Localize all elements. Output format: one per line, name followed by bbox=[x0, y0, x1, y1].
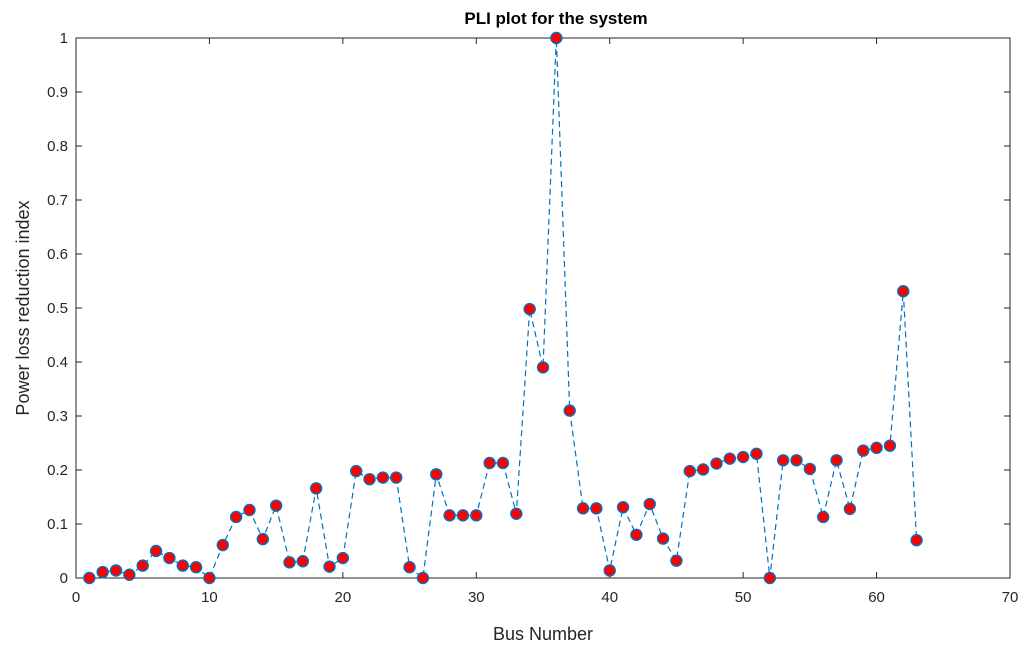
data-point bbox=[243, 503, 256, 517]
data-point bbox=[296, 555, 310, 568]
data-point bbox=[96, 565, 109, 579]
data-point bbox=[630, 528, 643, 541]
y-tick-label: 0 bbox=[60, 570, 68, 587]
data-point bbox=[750, 447, 763, 460]
data-point bbox=[189, 561, 203, 574]
y-tick-label: 0.4 bbox=[47, 354, 68, 371]
y-tick-label: 0.2 bbox=[47, 462, 68, 479]
data-point bbox=[830, 454, 843, 467]
data-point bbox=[430, 468, 443, 481]
plot-area: 0 10 20 30 40 50 60 70 0 0.1 0.2 0.3 0.4 0.5 0.6 0.7 0.8… bbox=[47, 30, 1018, 606]
data-point bbox=[350, 464, 363, 478]
x-axis-label: Bus Number bbox=[493, 624, 593, 644]
axes-box bbox=[75, 37, 1011, 579]
data-point bbox=[656, 532, 670, 545]
data-point bbox=[776, 454, 790, 467]
data-point bbox=[390, 471, 403, 484]
data-point bbox=[216, 538, 229, 552]
data-point bbox=[149, 544, 163, 558]
x-tick-label: 70 bbox=[1002, 589, 1019, 606]
x-tick-label: 50 bbox=[735, 589, 752, 606]
data-point bbox=[123, 568, 136, 581]
x-tick-label: 60 bbox=[868, 589, 885, 606]
data-point bbox=[883, 439, 897, 452]
y-tick-label: 0.6 bbox=[47, 246, 68, 263]
y-tick-label: 0.3 bbox=[47, 408, 68, 425]
x-tick-label: 20 bbox=[335, 589, 352, 606]
x-tick-label: 10 bbox=[201, 589, 218, 606]
data-point bbox=[763, 571, 777, 585]
data-point bbox=[790, 454, 803, 467]
y-tick-label: 0.7 bbox=[47, 192, 68, 209]
data-point bbox=[843, 502, 857, 516]
data-point bbox=[323, 560, 336, 573]
data-point bbox=[109, 564, 123, 577]
data-point bbox=[536, 361, 550, 374]
data-point bbox=[710, 457, 723, 470]
data-point bbox=[309, 482, 323, 495]
y-tick-label: 0.5 bbox=[47, 300, 68, 317]
data-point bbox=[590, 502, 603, 515]
data-point bbox=[857, 444, 870, 457]
series-line bbox=[89, 37, 918, 580]
x-tick-label: 30 bbox=[468, 589, 485, 606]
data-point bbox=[723, 452, 736, 465]
data-point bbox=[483, 456, 496, 470]
data-point bbox=[269, 499, 283, 512]
data-point bbox=[523, 302, 536, 316]
data-point bbox=[336, 551, 350, 565]
y-tick-label: 0.1 bbox=[47, 516, 68, 533]
y-axis-label: Power loss reduction index bbox=[13, 200, 33, 415]
data-point bbox=[376, 471, 390, 484]
data-point bbox=[897, 285, 910, 298]
data-point bbox=[363, 472, 376, 486]
data-point bbox=[136, 559, 149, 572]
data-point bbox=[163, 551, 176, 565]
y-tick-label: 0.8 bbox=[47, 138, 68, 155]
data-point bbox=[670, 554, 683, 567]
chart-title: PLI plot for the system bbox=[464, 9, 647, 28]
data-point bbox=[496, 456, 510, 470]
x-tick-label: 0 bbox=[72, 589, 80, 606]
data-point bbox=[563, 404, 576, 417]
data-point bbox=[696, 463, 710, 476]
data-point bbox=[443, 509, 456, 522]
data-point bbox=[576, 502, 590, 515]
y-tick-label: 0.9 bbox=[47, 84, 68, 101]
data-point bbox=[870, 441, 883, 455]
y-tick-label: 1 bbox=[60, 30, 68, 47]
data-point bbox=[736, 450, 750, 464]
x-tick-label: 40 bbox=[601, 589, 618, 606]
data-point bbox=[643, 497, 656, 511]
data-point bbox=[416, 571, 430, 585]
data-point bbox=[817, 510, 830, 524]
data-point bbox=[803, 462, 817, 476]
data-point bbox=[283, 556, 296, 569]
data-point bbox=[470, 509, 483, 522]
data-point bbox=[176, 559, 189, 572]
data-point bbox=[683, 464, 696, 478]
data-point bbox=[83, 571, 96, 585]
data-point bbox=[256, 532, 269, 546]
data-point bbox=[403, 561, 416, 574]
data-point bbox=[510, 507, 523, 520]
data-point bbox=[229, 510, 243, 524]
data-point bbox=[603, 564, 616, 577]
data-point bbox=[910, 534, 923, 547]
data-point bbox=[550, 31, 563, 45]
data-point bbox=[203, 571, 216, 585]
data-point bbox=[456, 509, 470, 522]
data-point bbox=[616, 501, 630, 514]
